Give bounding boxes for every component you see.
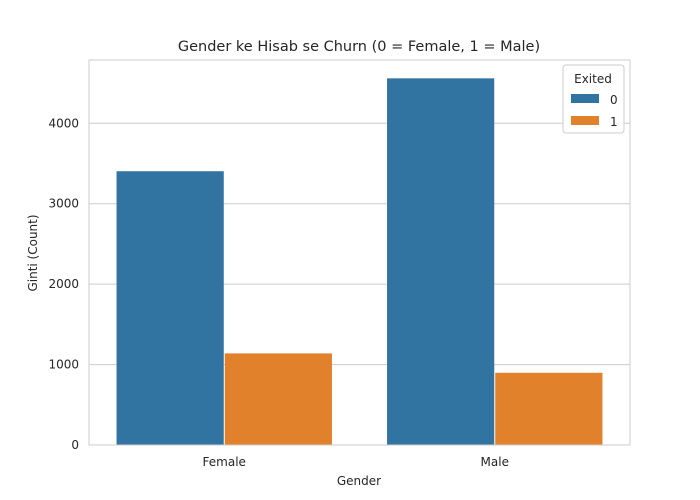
x-axis-label: Gender [337,474,381,488]
y-tick-label: 3000 [48,197,79,211]
bar-female-exited-0 [116,171,224,445]
bar-female-exited-1 [224,353,332,445]
y-tick-label: 2000 [48,277,79,291]
y-axis-label: Ginti (Count) [26,214,40,291]
y-tick-label: 0 [71,438,79,452]
chart-title: Gender ke Hisab se Churn (0 = Female, 1 … [178,39,540,55]
legend-title: Exited [574,72,612,86]
legend-label-1: 1 [610,115,618,129]
y-tick-label: 1000 [48,358,79,372]
bar-male-exited-0 [387,78,495,446]
legend-label-0: 0 [610,93,618,107]
legend: Exited 0 1 [562,64,625,134]
x-tick-labels: Female Male [203,455,509,469]
legend-swatch-1 [571,116,599,125]
x-tick-label-female: Female [203,455,246,469]
y-tick-label: 4000 [48,116,79,130]
legend-swatch-0 [571,94,599,103]
plot-frame [88,59,631,446]
y-tick-labels: 0 1000 2000 3000 4000 [48,116,79,452]
bars [116,78,603,446]
x-tick-label-male: Male [481,455,509,469]
bar-male-exited-1 [495,372,603,445]
